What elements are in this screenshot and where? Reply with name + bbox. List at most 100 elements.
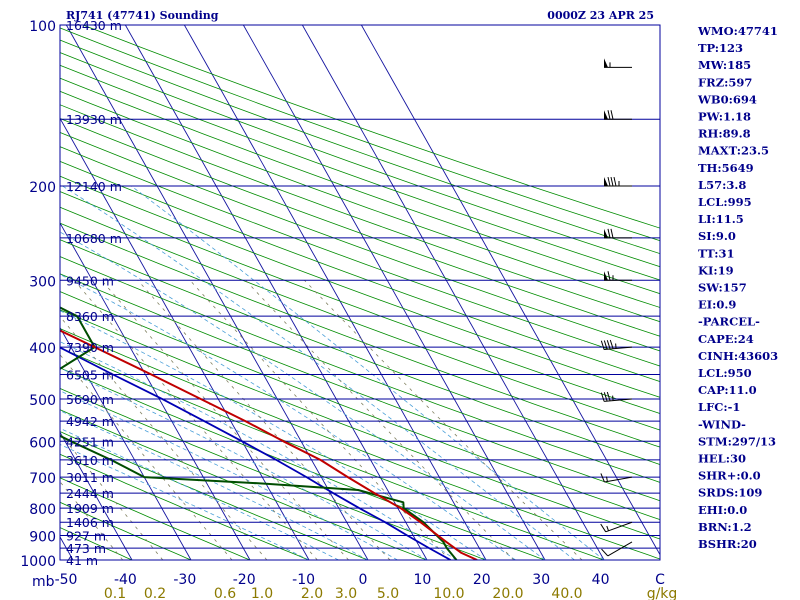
height-label: 41 m <box>66 553 98 568</box>
grid-layer <box>0 25 660 560</box>
temperature-tick-label: 30 <box>532 572 550 588</box>
mixing-ratio-label: 10.0 <box>433 586 464 600</box>
index-entry: EI:0.9 <box>698 298 736 312</box>
index-entry: BSHR:20 <box>698 537 757 551</box>
index-entry: CAPE:24 <box>698 332 754 346</box>
barb-flag <box>613 176 617 187</box>
index-entry: MAXT:23.5 <box>698 144 769 158</box>
wind-barb <box>601 541 633 557</box>
barb-flag <box>601 548 609 557</box>
height-label: 3610 m <box>66 453 114 468</box>
wind-barb <box>600 521 633 533</box>
temperature-tick-label: -40 <box>114 572 137 588</box>
height-label: 3011 m <box>66 470 114 485</box>
pressure-tick-label: 600 <box>29 435 56 451</box>
mixing-ratio-label: 2.0 <box>301 586 323 600</box>
temperature-tick-label: C <box>655 572 665 588</box>
index-entry: EHI:0.0 <box>698 503 747 517</box>
barb-flag <box>610 176 614 187</box>
barb-flag <box>610 228 614 239</box>
barb-staff <box>604 476 633 483</box>
isotherm-line <box>60 326 192 560</box>
temperature-tick-label: -10 <box>292 572 315 588</box>
height-label: 9450 m <box>66 273 114 288</box>
barb-half-flag <box>606 525 609 531</box>
barb-half-flag <box>606 476 608 482</box>
height-label: 6505 m <box>66 367 114 382</box>
moist-adiabat-line <box>62 185 575 560</box>
pressure-tick-label: 100 <box>29 19 56 35</box>
temperature-tick-label: 0 <box>359 572 368 588</box>
pressure-tick-label: 200 <box>29 180 56 196</box>
index-entry: -WIND- <box>698 417 746 431</box>
isotherm-line <box>360 25 660 556</box>
barb-flag <box>607 271 611 281</box>
index-entry: SHR+:0.0 <box>698 469 761 483</box>
moist-adiabat-line <box>131 185 605 560</box>
height-label: 10680 m <box>66 231 122 246</box>
index-entry: KI:19 <box>698 263 734 277</box>
pressure-tick-label: 700 <box>29 471 56 487</box>
mixing-ratio-line <box>137 280 391 560</box>
isotherm-line <box>60 431 133 560</box>
barb-staff <box>604 346 633 351</box>
mixing-ratio-line <box>101 280 349 560</box>
isotherm-line <box>124 25 428 560</box>
pressure-tick-label: 500 <box>29 393 56 409</box>
barb-flag <box>600 473 605 483</box>
index-entry: BRN:1.2 <box>698 520 752 534</box>
barb-flag <box>607 228 611 239</box>
index-entry: SI:9.0 <box>698 229 736 243</box>
pressure-unit: mb <box>32 574 55 590</box>
moist-adiabat-line <box>60 231 546 560</box>
wind-barb <box>604 58 632 68</box>
index-entry: -PARCEL- <box>698 315 760 329</box>
parcel-trace <box>60 346 452 560</box>
mixing-ratio-line <box>304 280 583 560</box>
index-entry: SRDS:109 <box>698 486 762 500</box>
pressure-tick-label: 1000 <box>20 554 56 570</box>
barb-pennant <box>604 177 608 187</box>
index-entry: RH:89.8 <box>698 127 751 141</box>
isotherm-line <box>60 222 251 560</box>
temperature-tick-label: 20 <box>473 572 491 588</box>
height-label: 13930 m <box>66 112 122 127</box>
mixing-ratio-label: 40.0 <box>551 586 582 600</box>
indices-panel: WMO:47741 TP:123 MW:185 FRZ:597 WB0:694 PW:1.… <box>697 24 778 551</box>
index-entry: TT:31 <box>698 246 735 260</box>
pressure-tick-label: 800 <box>29 502 56 518</box>
temperature-tick-label: 40 <box>592 572 610 588</box>
barb-flag <box>607 110 611 120</box>
station-title: RJ741 (47741) Sounding <box>66 9 219 22</box>
wind-barb <box>604 271 632 281</box>
barb-pennant <box>604 58 608 68</box>
label-layer: RJ741 (47741) Sounding 0000Z 23 APR 25 m… <box>20 9 677 600</box>
height-label: 7390 m <box>66 340 114 355</box>
barb-pennant <box>604 110 608 120</box>
height-label: 5690 m <box>66 392 114 407</box>
isotherm-line <box>0 25 14 560</box>
mixing-ratio-label: 0.1 <box>104 586 126 600</box>
height-label: 1406 m <box>66 515 114 530</box>
barb-staff <box>604 398 633 402</box>
isotherm-line <box>60 117 310 560</box>
index-entry: CINH:43603 <box>698 349 778 363</box>
index-entry: PW:1.18 <box>698 110 751 124</box>
index-entry: TH:5649 <box>698 161 754 175</box>
wind-barb-layer <box>600 58 633 557</box>
height-label: 8360 m <box>66 309 114 324</box>
temperature-tick-label: -50 <box>55 572 78 588</box>
wind-barb <box>600 473 633 483</box>
height-label: 12140 m <box>66 179 122 194</box>
wind-barb <box>604 110 632 120</box>
pressure-tick-label: 900 <box>29 530 56 546</box>
barb-flag <box>600 392 605 402</box>
plot-frame <box>59 24 661 561</box>
temperature-trace <box>60 329 478 560</box>
index-entry: LFC:-1 <box>698 400 740 414</box>
isotherm-line <box>183 25 487 560</box>
wind-barb <box>604 176 632 187</box>
temperature-tick-label: -20 <box>233 572 256 588</box>
